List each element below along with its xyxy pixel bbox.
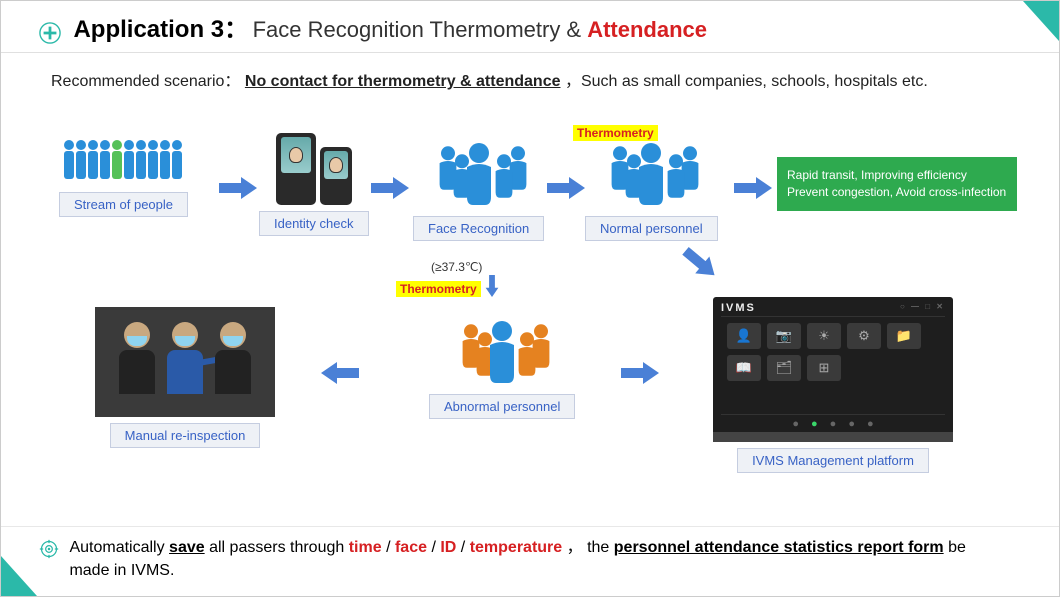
flow-arrow bbox=[734, 177, 772, 199]
slide: Application 3： Face Recognition Thermome… bbox=[1, 1, 1059, 596]
flow-arrow bbox=[321, 362, 359, 384]
flow-arrow bbox=[219, 177, 257, 199]
person-icon bbox=[170, 139, 184, 181]
scenario-lead: Recommended scenario： bbox=[51, 73, 240, 90]
label-identity: Identity check bbox=[259, 211, 369, 236]
temp-threshold-text: (≥37.3℃) bbox=[431, 260, 482, 274]
ivms-tile: 📷 bbox=[767, 323, 801, 349]
kiosk-pair-graphic bbox=[276, 133, 352, 205]
scenario-line: Recommended scenario： No contact for the… bbox=[1, 53, 1059, 97]
ivms-tile: ☀ bbox=[807, 323, 841, 349]
person-icon bbox=[482, 319, 522, 385]
ivms-status-dot: ● bbox=[811, 418, 818, 430]
footer-span: face bbox=[395, 539, 427, 556]
footer-span: save bbox=[169, 539, 205, 556]
node-stream: Stream of people bbox=[59, 139, 188, 217]
plus-circle-icon bbox=[39, 22, 61, 44]
ivms-status-dot: ● bbox=[848, 418, 855, 430]
slide-header: Application 3： Face Recognition Thermome… bbox=[1, 1, 1059, 53]
ivms-tile: 🗂 bbox=[767, 355, 801, 381]
green-line2: Prevent congestion, Avoid cross-infectio… bbox=[787, 184, 1007, 201]
green-line1: Rapid transit, Improving efficiency bbox=[787, 167, 1007, 184]
photo-manual-inspection bbox=[95, 307, 275, 417]
green-callout: Rapid transit, Improving efficiency Prev… bbox=[777, 157, 1017, 211]
node-abnormal: Abnormal personnel bbox=[429, 315, 575, 419]
flow-arrow bbox=[621, 362, 659, 384]
ivms-status-dot: ● bbox=[830, 418, 837, 430]
label-manual: Manual re-inspection bbox=[110, 423, 261, 448]
scenario-underline: No contact for thermometry & attendance bbox=[245, 73, 561, 90]
label-stream: Stream of people bbox=[59, 192, 188, 217]
title-sub: Face Recognition Thermometry & bbox=[253, 17, 588, 42]
flow-arrow bbox=[371, 177, 409, 199]
label-ivms: IVMS Management platform bbox=[737, 448, 929, 473]
target-icon bbox=[39, 539, 59, 559]
ivms-tile: 📖 bbox=[727, 355, 761, 381]
title-main: Application 3： bbox=[73, 16, 248, 43]
footer-span: / bbox=[382, 539, 395, 556]
title-red: Attendance bbox=[587, 17, 707, 42]
ivms-status-dot: ● bbox=[867, 418, 874, 430]
footer-span: all passers through bbox=[205, 539, 349, 556]
node-facerec: Face Recognition bbox=[413, 137, 544, 241]
scenario-tail: ，Such as small companies, schools, hospi… bbox=[565, 73, 928, 90]
footer-span: Automatically bbox=[69, 539, 169, 556]
ivms-status-dot: ● bbox=[792, 418, 799, 430]
ivms-tile: ⊞ bbox=[807, 355, 841, 381]
thermometry-tag-mid: Thermometry bbox=[396, 281, 481, 297]
footer-span: / bbox=[427, 539, 440, 556]
footer-line: Automatically save all passers through t… bbox=[1, 526, 1059, 582]
people-cluster-blue-2 bbox=[596, 137, 706, 207]
flow-arrow bbox=[678, 242, 721, 283]
label-normal: Normal personnel bbox=[585, 216, 718, 241]
node-greenbox: Rapid transit, Improving efficiency Prev… bbox=[777, 157, 1017, 211]
footer-span: temperature bbox=[470, 539, 562, 556]
label-abnormal: Abnormal personnel bbox=[429, 394, 575, 419]
flow-diagram: Stream of people Identity check Face Rec… bbox=[1, 97, 1059, 517]
ivms-tile: 📁 bbox=[887, 323, 921, 349]
people-cluster-orange bbox=[447, 315, 557, 385]
footer-span: / bbox=[456, 539, 469, 556]
people-cluster-blue bbox=[424, 137, 534, 207]
person-icon bbox=[631, 141, 671, 207]
ivms-tile: ⚙ bbox=[847, 323, 881, 349]
node-identity: Identity check bbox=[259, 133, 369, 236]
node-manual: Manual re-inspection bbox=[95, 307, 275, 448]
flow-arrow bbox=[547, 177, 585, 199]
node-normal: Normal personnel bbox=[585, 137, 718, 241]
people-row-graphic bbox=[64, 139, 184, 181]
flow-arrow bbox=[473, 275, 511, 297]
footer-span: personnel attendance statistics report f… bbox=[614, 539, 944, 556]
ivms-screen-graphic: IVMS○ — □ ✕ 👤📷☀⚙📁📖🗂⊞ ●●●●● bbox=[713, 297, 953, 442]
label-facerec: Face Recognition bbox=[413, 216, 544, 241]
person-icon bbox=[459, 141, 499, 207]
ivms-logo: IVMS bbox=[721, 302, 756, 314]
ivms-tile: 👤 bbox=[727, 323, 761, 349]
node-ivms: IVMS○ — □ ✕ 👤📷☀⚙📁📖🗂⊞ ●●●●● IVMS Manageme… bbox=[713, 297, 953, 473]
footer-text: Automatically save all passers through t… bbox=[69, 537, 999, 582]
footer-span: time bbox=[349, 539, 382, 556]
footer-span: ， the bbox=[562, 539, 614, 556]
footer-span: ID bbox=[440, 539, 456, 556]
